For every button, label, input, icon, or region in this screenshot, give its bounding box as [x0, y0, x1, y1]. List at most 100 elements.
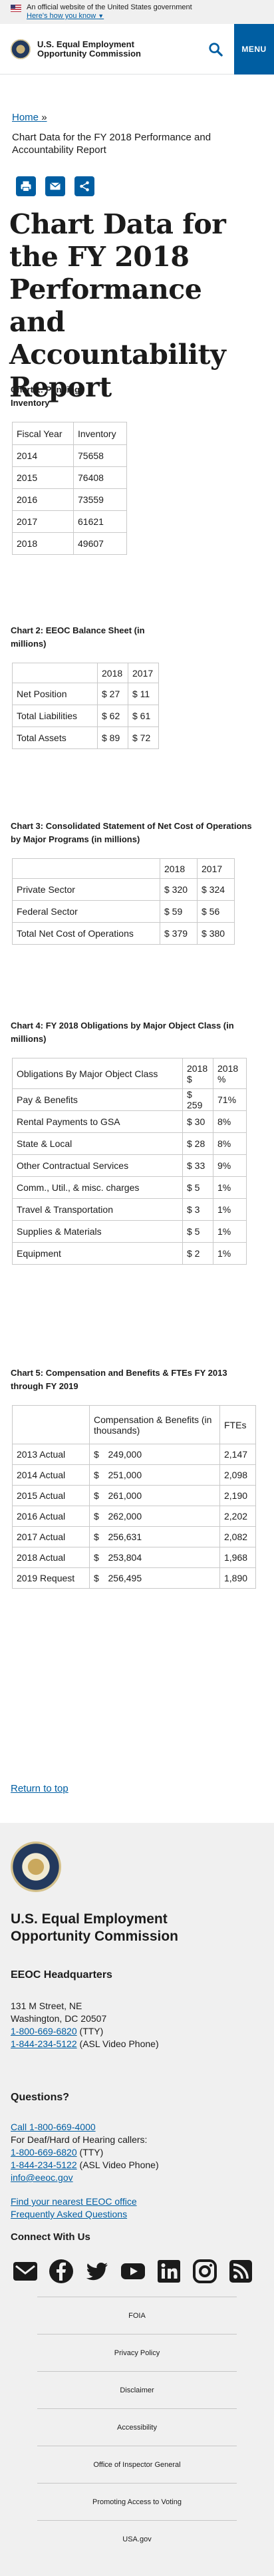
table-cell: 2016 Actual	[12, 1506, 90, 1527]
table-cell: 9%	[213, 1154, 247, 1177]
table-row: 2018 Actual $253,804 1,968	[12, 1547, 256, 1568]
table-header-row: 2018 2017	[12, 858, 235, 879]
twitter-link[interactable]	[84, 2258, 110, 2285]
table-cell: $	[89, 1464, 104, 1486]
footer-link[interactable]: Disclaimer	[37, 2371, 237, 2408]
table-row: 2015 Actual $261,000 2,190	[12, 1485, 256, 1506]
email-social-link[interactable]	[12, 2258, 39, 2285]
share-icon	[80, 181, 89, 192]
table-row: Federal Sector $ 59 $ 56	[12, 900, 235, 923]
agency-name-link[interactable]: U.S. Equal Employment Opportunity Commis…	[37, 39, 170, 59]
table-header-cell: 2018	[97, 663, 128, 683]
table-cell: $ 33	[182, 1154, 213, 1177]
print-button[interactable]	[16, 176, 36, 196]
table-cell: Travel & Transportation	[12, 1198, 183, 1221]
rss-link[interactable]	[227, 2258, 254, 2285]
footer-quick-links: Find your nearest EEOC office Frequently…	[11, 2195, 137, 2221]
table-cell: $ 379	[160, 922, 198, 945]
table-cell: 2019 Request	[12, 1567, 90, 1589]
email-link[interactable]: info@eeoc.gov	[11, 2172, 73, 2183]
table-cell: 2,147	[219, 1444, 256, 1465]
table-cell: 73559	[73, 488, 127, 511]
table-cell: Comm., Util., & misc. charges	[12, 1176, 183, 1199]
table-cell: $	[89, 1547, 104, 1568]
agency-name-line2: Opportunity Commission	[37, 48, 141, 59]
table-row: 2013 Actual $249,000 2,147	[12, 1444, 256, 1465]
asl-phone-link-2[interactable]: 1-844-234-5122	[11, 2160, 77, 2170]
questions-contact: Call 1-800-669-4000 For Deaf/Hard of Hea…	[11, 2121, 159, 2184]
eeoc-seal-logo-footer[interactable]	[11, 1842, 61, 1892]
table-row: Net Position $ 27 $ 11	[12, 683, 159, 705]
table-row: Total Liabilities $ 62 $ 61	[12, 705, 159, 727]
print-icon	[21, 181, 31, 192]
table-cell: $ 27	[97, 683, 128, 705]
linkedin-icon	[158, 2260, 180, 2283]
breadcrumb-current: Chart Data for the FY 2018 Performance a…	[12, 132, 211, 156]
chart5-title: Chart 5: Compensation and Benefits & FTE…	[11, 1368, 227, 1391]
table-cell: $ 380	[197, 922, 235, 945]
table-cell: 2,082	[219, 1526, 256, 1547]
chart3-section: Chart 3: Consolidated Statement of Net C…	[11, 820, 263, 945]
table-cell: $ 30	[182, 1110, 213, 1133]
menu-button[interactable]: MENU	[234, 24, 274, 75]
social-links	[12, 2258, 254, 2285]
chart4-section: Chart 4: FY 2018 Obligations by Major Ob…	[11, 1019, 263, 1265]
faq-link[interactable]: Frequently Asked Questions	[11, 2209, 128, 2219]
chart2-title: Chart 2: EEOC Balance Sheet (in millions…	[11, 625, 145, 649]
table-cell: Total Liabilities	[12, 705, 98, 727]
table-cell: Supplies & Materials	[12, 1220, 183, 1243]
eeoc-seal-logo[interactable]	[11, 39, 31, 59]
table-header-cell: 2017	[197, 858, 235, 879]
table-cell: 1,968	[219, 1547, 256, 1568]
table-cell: $ 89	[97, 726, 128, 749]
footer-agency-name[interactable]: U.S. Equal Employment Opportunity Commis…	[11, 1911, 210, 1945]
heres-how-you-know-link[interactable]: Here's how you know ▼	[27, 12, 104, 20]
table-cell: 8%	[213, 1132, 247, 1155]
find-office-link[interactable]: Find your nearest EEOC office	[11, 2196, 137, 2207]
table-cell: 76408	[73, 466, 127, 489]
table-header-row: 2018 2017	[12, 663, 159, 683]
footer-link[interactable]: Promoting Access to Voting	[37, 2483, 237, 2520]
search-button[interactable]	[202, 36, 229, 63]
table-cell: 1%	[213, 1176, 247, 1199]
footer-link[interactable]: USA.gov	[37, 2520, 237, 2557]
breadcrumb-home-link[interactable]: Home »	[12, 112, 47, 123]
breadcrumb: Home » Chart Data for the FY 2018 Perfor…	[0, 75, 274, 156]
facebook-icon	[49, 2259, 73, 2283]
agency-name-line1: U.S. Equal Employment	[37, 39, 134, 49]
table-cell: $	[89, 1506, 104, 1527]
asl-phone-link[interactable]: 1-844-234-5122	[11, 2038, 77, 2049]
tty-phone-link-2[interactable]: 1-800-669-6820	[11, 2147, 77, 2158]
questions-heading: Questions?	[11, 2092, 70, 2103]
table-cell: $ 61	[128, 705, 159, 727]
tty-phone-link[interactable]: 1-800-669-6820	[11, 2026, 77, 2036]
youtube-link[interactable]	[120, 2258, 146, 2285]
site-header: U.S. Equal Employment Opportunity Commis…	[0, 24, 274, 75]
email-share-button[interactable]	[45, 176, 65, 196]
linkedin-link[interactable]	[156, 2258, 182, 2285]
table-cell: $ 11	[128, 683, 159, 705]
table-row: 2017 61621	[12, 510, 127, 533]
footer-link[interactable]: FOIA	[37, 2297, 237, 2334]
table-cell: $	[89, 1526, 104, 1547]
footer-link[interactable]: Accessibility	[37, 2408, 237, 2446]
email-icon	[50, 182, 61, 190]
table-cell: 61621	[73, 510, 127, 533]
table-row: Other Contractual Services $ 33 9%	[12, 1154, 247, 1177]
table-row: Supplies & Materials $ 5 1%	[12, 1220, 247, 1243]
table-cell: $ 72	[128, 726, 159, 749]
instagram-icon	[193, 2259, 217, 2283]
return-to-top-link[interactable]: Return to top	[11, 1783, 68, 1794]
chart1-table: Fiscal Year Inventory 2014 75658 2015 76408…	[12, 422, 127, 555]
instagram-link[interactable]	[192, 2258, 218, 2285]
table-header-row: Obligations By Major Object Class 2018 $…	[12, 1058, 247, 1089]
table-row: Equipment $ 2 1%	[12, 1242, 247, 1265]
facebook-link[interactable]	[48, 2258, 74, 2285]
chart3-title: Chart 3: Consolidated Statement of Net C…	[11, 821, 252, 844]
footer-link[interactable]: Office of Inspector General	[37, 2446, 237, 2483]
footer-link[interactable]: Privacy Policy	[37, 2334, 237, 2371]
table-cell: $ 320	[160, 878, 198, 901]
share-button[interactable]	[74, 176, 94, 196]
call-link[interactable]: Call 1-800-669-4000	[11, 2122, 96, 2132]
table-cell: Equipment	[12, 1242, 183, 1265]
